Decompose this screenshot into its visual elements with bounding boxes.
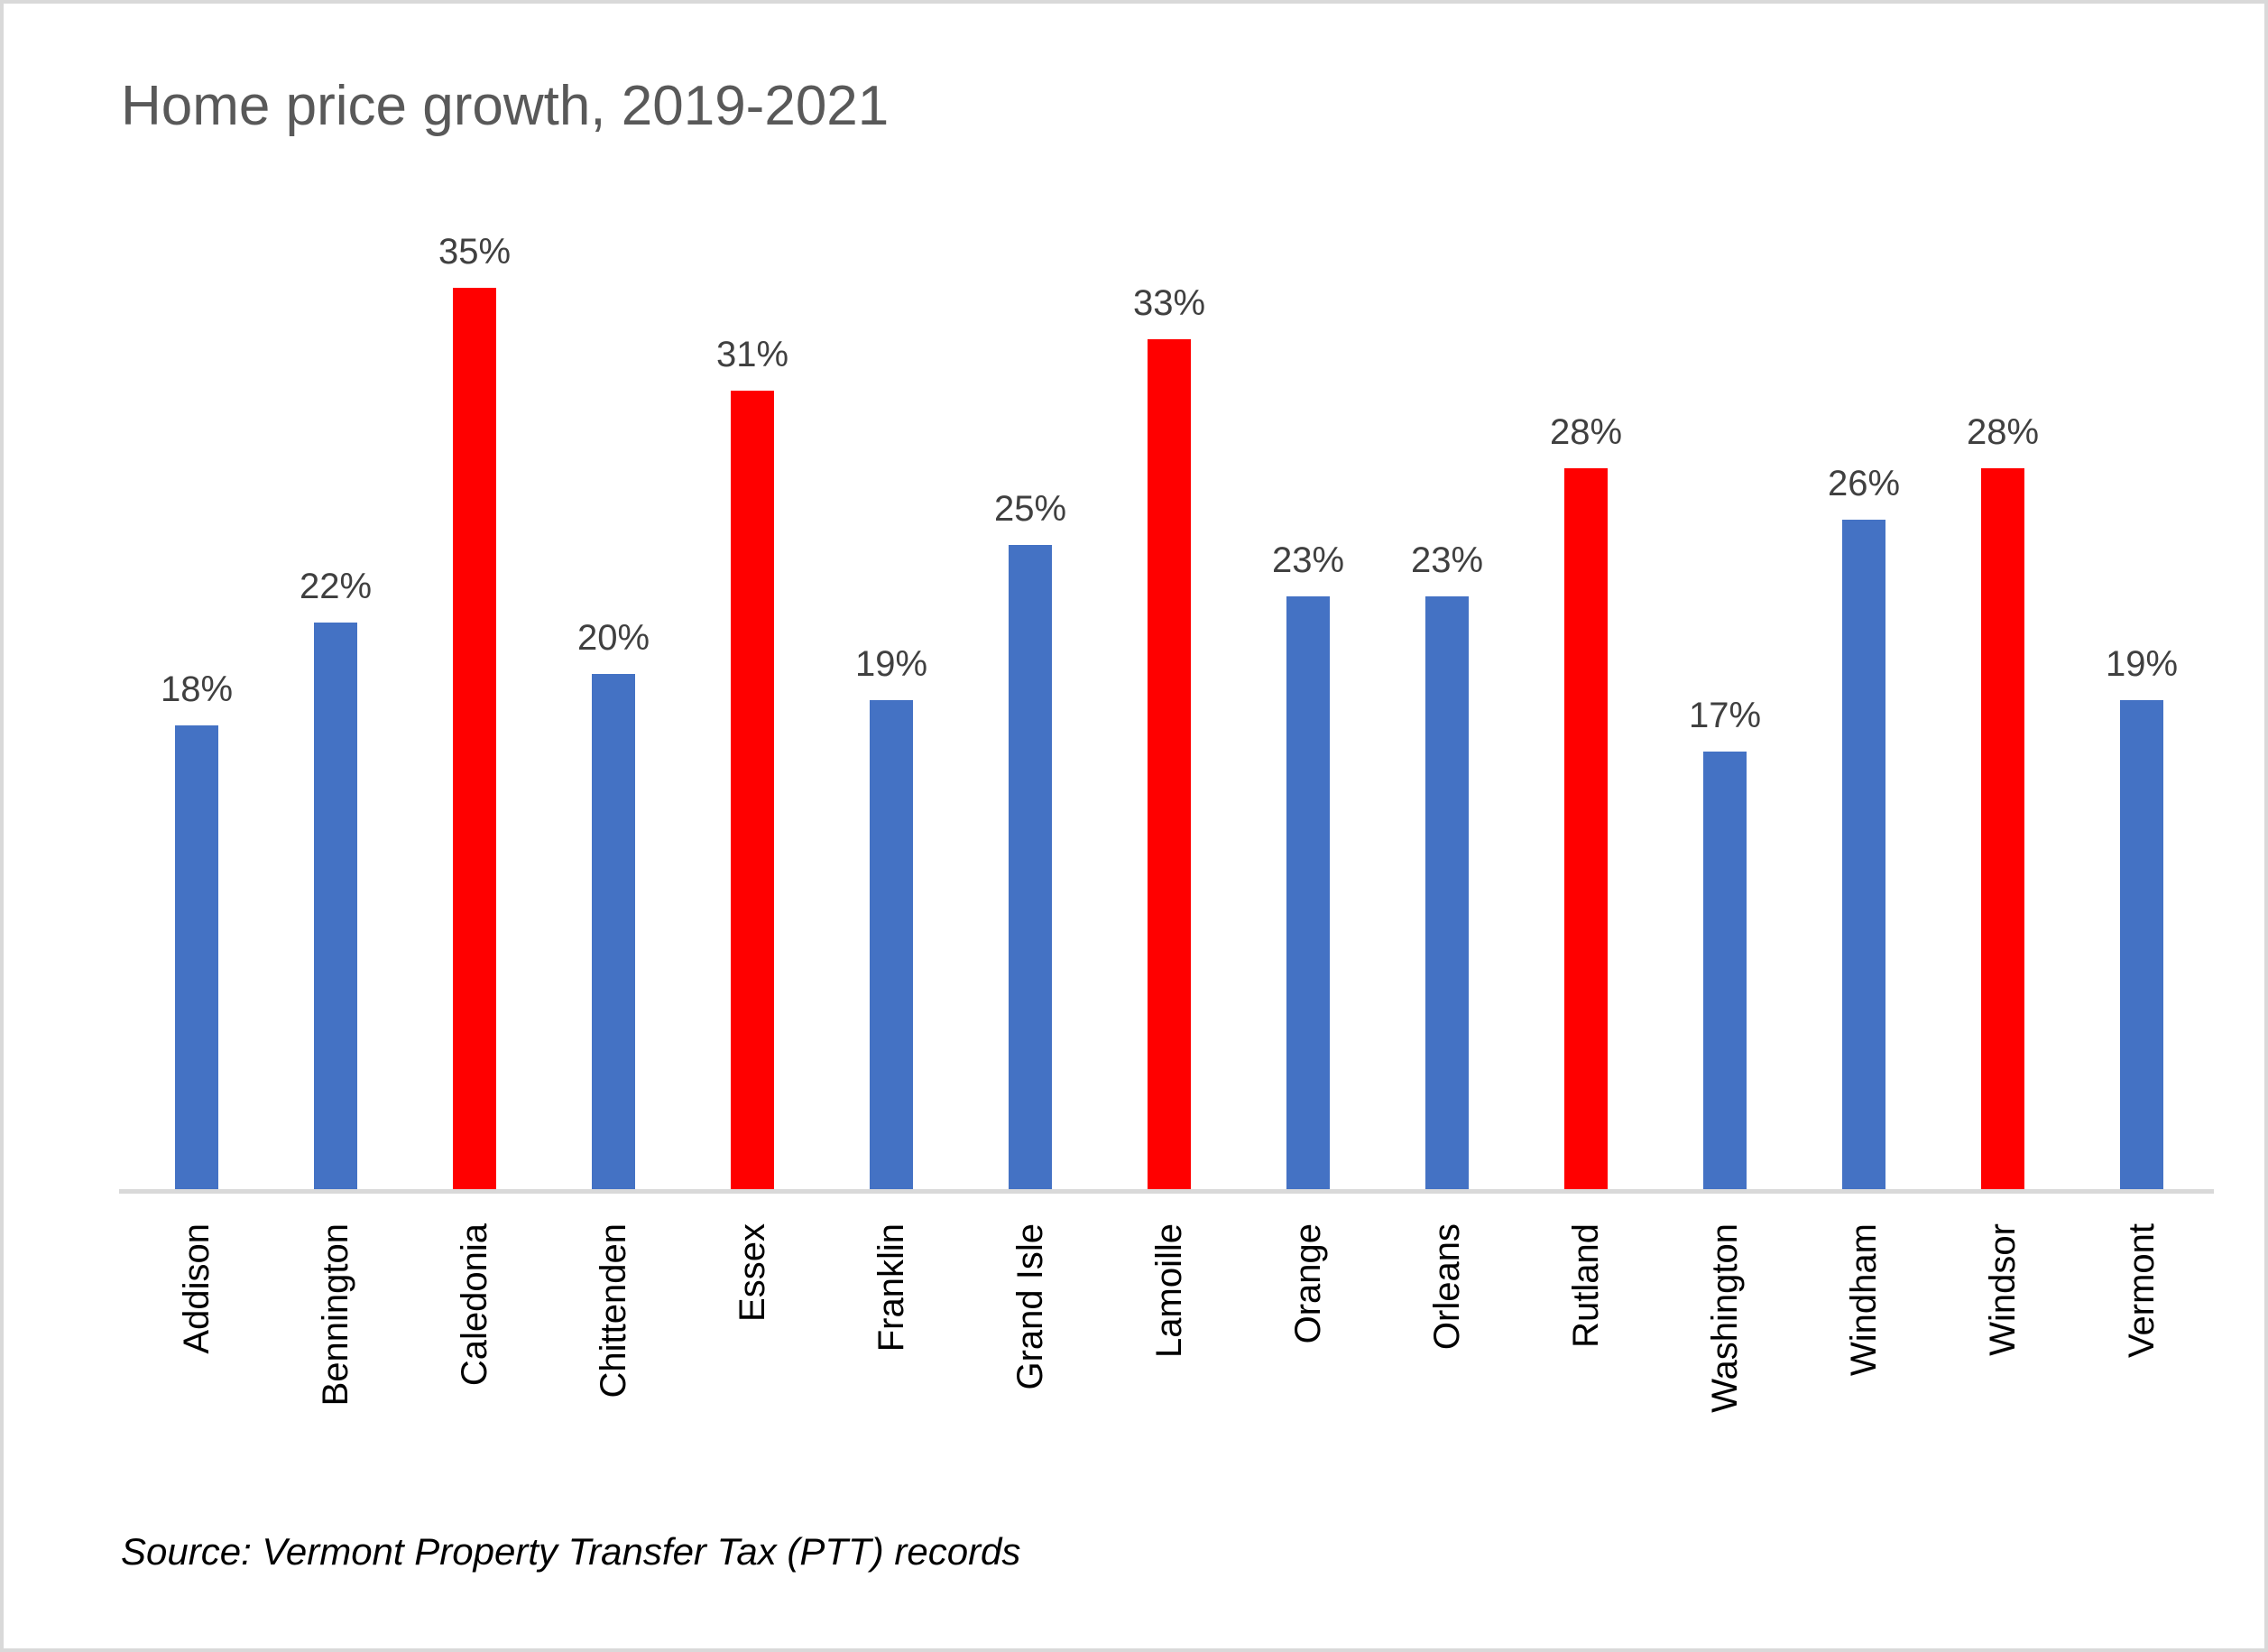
bar-cell-grand-isle: 25% [961,4,1100,1189]
category-label-chittenden: Chittenden [594,1223,633,1398]
bar-cell-lamoille: 33% [1100,4,1239,1189]
bar-addison [175,725,218,1189]
x-cell-windham: Windham [1794,1223,1933,1548]
category-label-lamoille: Lamoille [1149,1223,1189,1358]
source-note: Source: Vermont Property Transfer Tax (P… [121,1530,1021,1573]
bar-cell-orange: 23% [1239,4,1378,1189]
x-cell-washington: Washington [1655,1223,1794,1548]
x-cell-caledonia: Caledonia [405,1223,544,1548]
data-label-rutland: 28% [1549,411,1623,452]
bar-orange [1286,596,1330,1189]
x-cell-chittenden: Chittenden [544,1223,683,1548]
bar-cell-caledonia: 35% [405,4,544,1189]
category-label-windham: Windham [1844,1223,1884,1376]
category-label-windsor: Windsor [1983,1223,2023,1356]
data-label-franklin: 19% [854,643,928,684]
bar-orleans [1425,596,1469,1189]
chart-title: Home price growth, 2019-2021 [121,75,890,137]
data-label-grand-isle: 25% [993,489,1067,530]
x-cell-vermont: Vermont [2072,1223,2211,1548]
x-cell-lamoille: Lamoille [1100,1223,1239,1548]
category-label-addison: Addison [177,1223,217,1354]
x-cell-essex: Essex [683,1223,822,1548]
x-cell-franklin: Franklin [822,1223,961,1548]
category-label-grand-isle: Grand Isle [1010,1223,1050,1390]
bar-essex [731,390,774,1189]
bar-cell-windham: 26% [1794,4,1933,1189]
bar-cell-orleans: 23% [1378,4,1517,1189]
bar-cell-rutland: 28% [1517,4,1655,1189]
bar-cell-vermont: 19% [2072,4,2211,1189]
data-label-orleans: 23% [1410,540,1484,581]
data-label-caledonia: 35% [438,231,512,272]
bar-cell-windsor: 28% [1933,4,2072,1189]
bar-cell-bennington: 22% [266,4,405,1189]
data-label-vermont: 19% [2105,643,2179,684]
category-label-washington: Washington [1705,1223,1745,1413]
bar-cell-chittenden: 20% [544,4,683,1189]
bar-windsor [1981,467,2024,1189]
x-axis-line [119,1189,2214,1194]
data-label-windham: 26% [1827,463,1901,503]
category-label-essex: Essex [733,1223,772,1322]
bar-windham [1842,519,1885,1189]
data-label-washington: 17% [1688,695,1762,735]
category-label-bennington: Bennington [316,1223,355,1407]
category-label-orleans: Orleans [1427,1223,1467,1351]
x-cell-bennington: Bennington [266,1223,405,1548]
x-cell-addison: Addison [127,1223,266,1548]
bar-lamoille [1148,338,1191,1189]
x-cell-grand-isle: Grand Isle [961,1223,1100,1548]
category-label-orange: Orange [1288,1223,1328,1344]
bar-chittenden [592,674,635,1189]
data-label-chittenden: 20% [576,618,650,658]
data-label-essex: 31% [715,334,789,374]
bar-grand-isle [1009,545,1052,1189]
category-label-franklin: Franklin [871,1223,911,1352]
bar-washington [1703,751,1747,1189]
data-label-lamoille: 33% [1132,282,1206,323]
bar-caledonia [453,287,496,1189]
category-label-vermont: Vermont [2122,1223,2162,1358]
data-label-windsor: 28% [1966,411,2040,452]
x-cell-orleans: Orleans [1378,1223,1517,1548]
category-label-caledonia: Caledonia [455,1223,494,1387]
bar-cell-essex: 31% [683,4,822,1189]
plot-area: 18% 22% 35% 20% 31% 19% 25% 33% 23% 23% 28% 17% 26% 2… [127,4,2211,1189]
data-label-addison: 18% [160,669,234,710]
x-cell-orange: Orange [1239,1223,1378,1548]
bar-cell-addison: 18% [127,4,266,1189]
bar-bennington [314,622,357,1189]
x-axis-labels: Addison Bennington Caledonia Chittenden Esse… [127,1223,2211,1548]
bar-rutland [1564,467,1608,1189]
data-label-orange: 23% [1271,540,1345,581]
bar-cell-franklin: 19% [822,4,961,1189]
x-cell-windsor: Windsor [1933,1223,2072,1548]
category-label-rutland: Rutland [1566,1223,1606,1348]
bar-vermont [2120,699,2163,1189]
data-label-bennington: 22% [299,566,373,606]
bar-cell-washington: 17% [1655,4,1794,1189]
x-cell-rutland: Rutland [1517,1223,1655,1548]
bar-franklin [870,699,913,1189]
